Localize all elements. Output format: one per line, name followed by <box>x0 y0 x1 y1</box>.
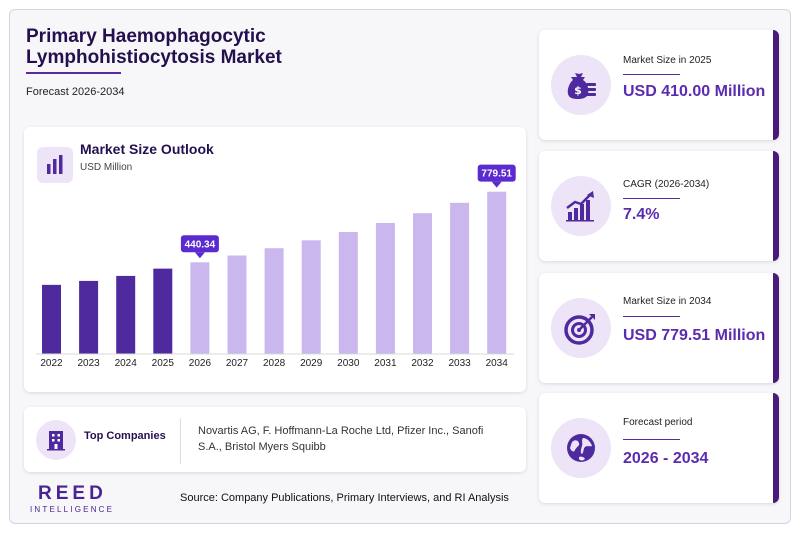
x-tick-label: 2022 <box>40 358 63 369</box>
x-tick-label: 2032 <box>411 358 434 369</box>
bar-2022 <box>42 284 61 354</box>
top-companies-label: Top Companies <box>84 430 166 442</box>
x-tick-label: 2034 <box>486 358 509 369</box>
callout-2026: 440.34 <box>180 235 219 259</box>
stat-divider <box>623 198 680 199</box>
x-tick-label: 2033 <box>448 358 471 369</box>
x-tick-label: 2031 <box>374 358 397 369</box>
stat-label: Forecast period <box>623 417 693 428</box>
top-companies-list: Novartis AG, F. Hoffmann-La Roche Ltd, P… <box>198 425 484 453</box>
bar-chart-icon <box>37 147 73 183</box>
x-tick-label: 2030 <box>337 358 360 369</box>
bar-2027 <box>227 255 247 354</box>
bar-2025 <box>153 268 173 354</box>
page-title: Primary Haemophagocytic Lymphohistiocyto… <box>26 26 282 68</box>
svg-text:$: $ <box>574 84 582 97</box>
bar-2026 <box>190 262 210 354</box>
top-companies-card <box>24 407 526 472</box>
x-tick-label: 2024 <box>115 358 138 369</box>
x-tick-label: 2025 <box>152 358 175 369</box>
bar-2023 <box>79 280 99 354</box>
callout-2034: 779.51 <box>477 164 516 188</box>
chart-title: Market Size Outlook <box>80 141 214 157</box>
stat-label: CAGR (2026-2034) <box>623 179 710 190</box>
stat-value: 7.4% <box>623 206 660 223</box>
brand-tagline: INTELLIGENCE <box>30 505 115 514</box>
source-note: Source: Company Publications, Primary In… <box>180 492 509 504</box>
title-underline <box>26 72 121 74</box>
bar-2034 <box>487 191 507 354</box>
data-label: 779.51 <box>481 169 512 180</box>
brand-logo: REED <box>38 483 107 504</box>
building-icon <box>36 420 76 460</box>
stat-value: 2026 - 2034 <box>623 450 709 467</box>
stat-label: Market Size in 2034 <box>623 296 712 307</box>
stat-divider <box>623 439 680 440</box>
x-tick-label: 2027 <box>226 358 249 369</box>
x-tick-label: 2026 <box>189 358 212 369</box>
divider <box>180 418 181 464</box>
x-tick-label: 2028 <box>263 358 286 369</box>
stat-divider <box>623 74 680 75</box>
page-subtitle: Forecast 2026-2034 <box>26 86 125 98</box>
bar-2033 <box>450 202 470 354</box>
bar-2031 <box>375 223 395 354</box>
x-tick-label: 2029 <box>300 358 323 369</box>
market-size-bar-chart: 2022 2023 2024 2025 2026 2027 2028 2029 2030 2031… <box>36 164 516 369</box>
money-bag-icon: $ <box>551 55 611 115</box>
bar-2028 <box>264 248 284 354</box>
x-tick-label: 2023 <box>77 358 100 369</box>
bar-2024 <box>116 275 136 354</box>
bar-2030 <box>338 231 358 354</box>
target-icon <box>551 298 611 358</box>
bar-2029 <box>301 240 321 354</box>
bar-2032 <box>413 213 432 354</box>
chart-unit: USD Million <box>80 162 133 173</box>
globe-icon <box>551 418 611 478</box>
stat-value: USD 779.51 Million <box>623 327 766 344</box>
data-label: 440.34 <box>185 239 216 250</box>
stat-divider <box>623 316 680 317</box>
stat-label: Market Size in 2025 <box>623 55 712 66</box>
growth-chart-icon <box>551 176 611 236</box>
stat-value: USD 410.00 Million <box>623 83 766 100</box>
